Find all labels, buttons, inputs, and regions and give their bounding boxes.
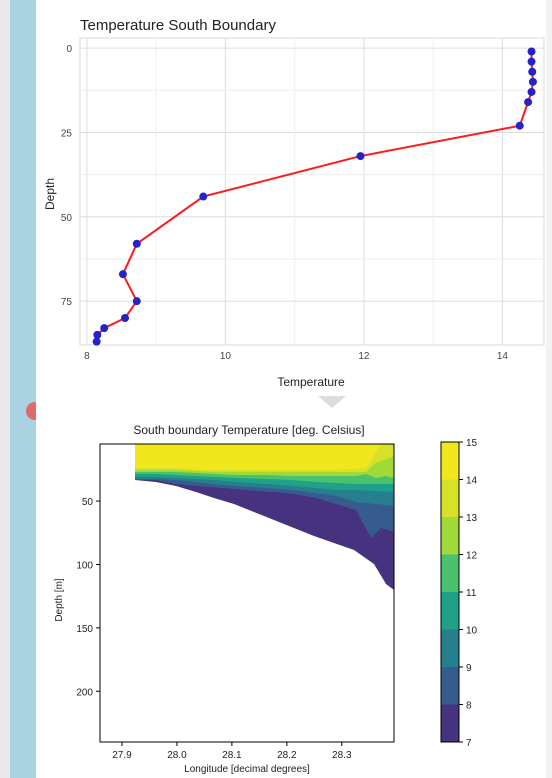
line-chart-temperature-profile: 8 10 12 14 0 25 50 75 Temperature South Bounda… xyxy=(43,17,545,389)
data-point xyxy=(118,270,127,279)
x-tick-label: 28.2 xyxy=(277,750,297,761)
colorbar-segment xyxy=(441,479,459,517)
x-tick-label: 10 xyxy=(220,351,232,362)
x-axis-label: Temperature xyxy=(277,375,345,389)
x-tick-label: 28.0 xyxy=(167,750,187,761)
colorbar-segment xyxy=(441,704,459,742)
chart-title: Temperature South Boundary xyxy=(80,17,276,34)
data-point xyxy=(527,57,536,66)
chart-title: South boundary Temperature [deg. Celsius… xyxy=(133,423,364,437)
window-frame-left xyxy=(0,0,10,778)
data-point xyxy=(528,77,537,86)
colorbar-tick-label: 13 xyxy=(466,513,478,524)
x-tick-label: 28.1 xyxy=(222,750,242,761)
plot-panel xyxy=(79,37,545,346)
y-axis-label: Depth [m] xyxy=(54,578,65,622)
plot-frame xyxy=(99,443,395,743)
data-point xyxy=(132,239,141,248)
data-point xyxy=(132,297,141,306)
y-tick-label: 50 xyxy=(82,497,94,508)
data-point xyxy=(199,192,208,201)
colorbar: 7 8 9 10 11 12 13 14 15 xyxy=(440,438,478,749)
x-tick-label: 14 xyxy=(497,351,509,362)
data-point xyxy=(524,98,533,107)
colorbar-segment xyxy=(441,554,459,592)
popup-notch xyxy=(318,396,346,408)
data-point xyxy=(92,337,101,346)
y-tick-label: 100 xyxy=(76,560,93,571)
colorbar-tick-label: 14 xyxy=(466,476,478,487)
y-tick-label: 50 xyxy=(61,213,73,224)
contour-field xyxy=(100,444,394,742)
x-tick-label: 12 xyxy=(358,351,370,362)
x-tick-label: 27.9 xyxy=(112,750,132,761)
series-line xyxy=(95,51,534,342)
content-card: 8 10 12 14 0 25 50 75 Temperature South Bounda… xyxy=(36,0,546,778)
data-point xyxy=(515,121,524,130)
colorbar-tick-label: 12 xyxy=(466,551,478,562)
x-tick-label: 28.3 xyxy=(332,750,352,761)
data-point xyxy=(527,87,536,96)
data-point xyxy=(528,67,537,76)
y-tick-label: 200 xyxy=(76,687,93,698)
contour-band-15 xyxy=(135,444,381,470)
data-point xyxy=(93,330,102,339)
colorbar-segment xyxy=(441,442,459,480)
colorbar-segment xyxy=(441,667,459,705)
colorbar-segment xyxy=(441,517,459,555)
window-frame-right xyxy=(546,0,552,778)
y-axis-label: Depth xyxy=(43,178,57,210)
colorbar-tick-label: 10 xyxy=(466,626,478,637)
y-tick-label: 25 xyxy=(61,128,73,139)
y-tick-label: 0 xyxy=(66,44,72,55)
data-point xyxy=(121,314,130,323)
colorbar-tick-label: 8 xyxy=(466,701,472,712)
colorbar-tick-label: 9 xyxy=(466,663,472,674)
data-point xyxy=(527,47,536,56)
colorbar-segment xyxy=(441,629,459,667)
x-axis-label: Longitude [decimal degrees] xyxy=(184,764,310,775)
side-panel-strip xyxy=(10,0,36,778)
colorbar-tick-label: 11 xyxy=(466,588,477,599)
colorbar-segment xyxy=(441,592,459,630)
data-point xyxy=(100,324,109,333)
colorbar-tick-label: 15 xyxy=(466,438,478,449)
heatmap-south-boundary-temperature: South boundary Temperature [deg. Celsius… xyxy=(54,423,478,775)
colorbar-tick-label: 7 xyxy=(466,738,472,749)
data-point xyxy=(356,152,365,161)
x-tick-label: 8 xyxy=(84,351,90,362)
y-tick-label: 150 xyxy=(76,624,93,635)
y-tick-label: 75 xyxy=(61,297,73,308)
